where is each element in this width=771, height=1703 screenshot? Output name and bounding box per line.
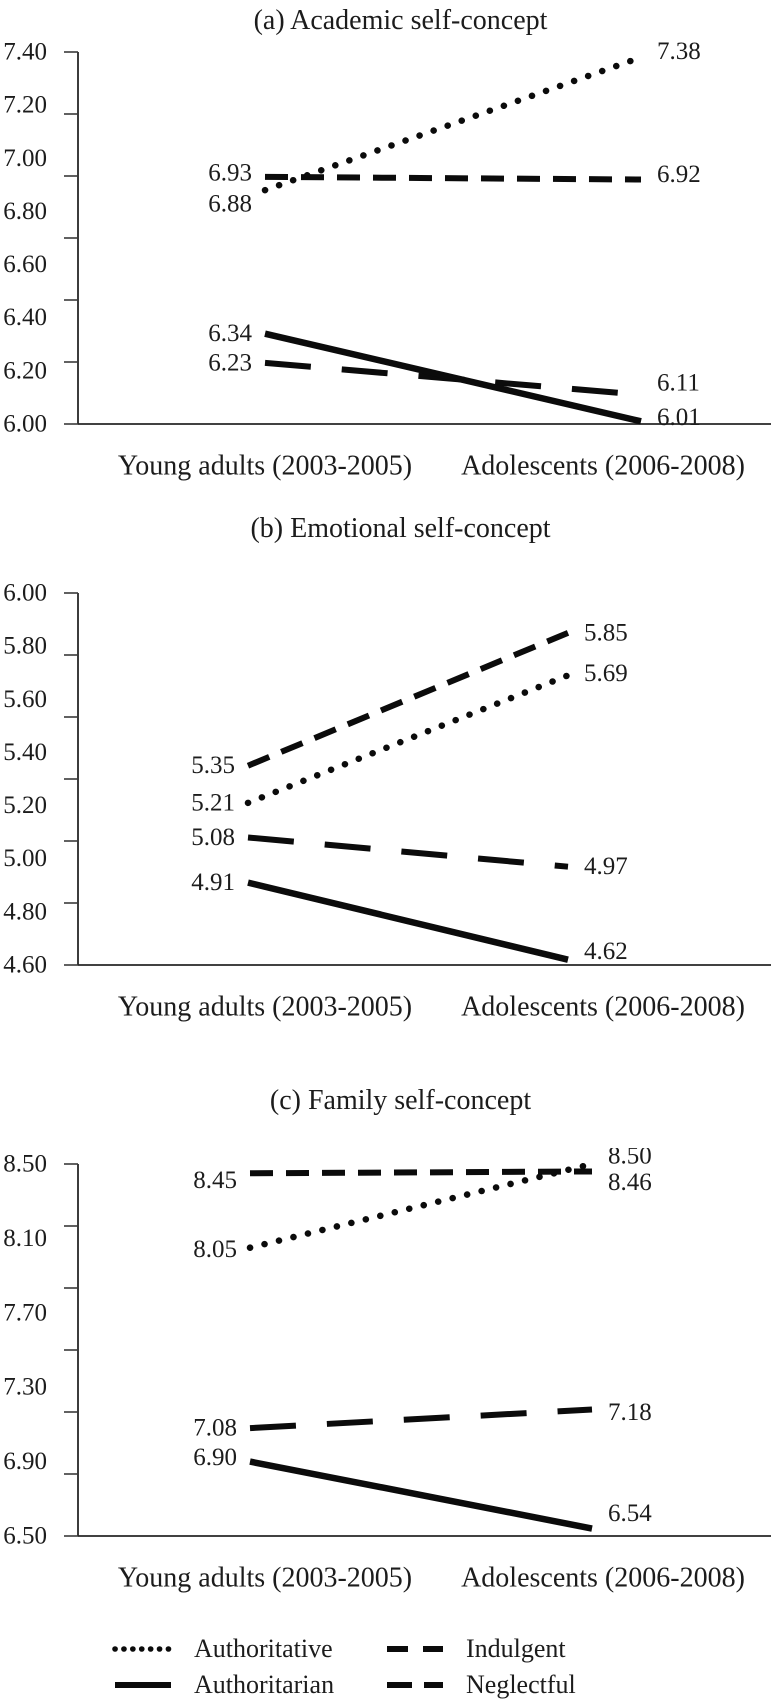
legend-label: Authoritarian bbox=[194, 1670, 335, 1699]
solid-line-icon bbox=[115, 1682, 171, 1688]
y-tick-label: 4.60 bbox=[3, 952, 47, 979]
y-tick-label: 6.20 bbox=[3, 357, 47, 384]
series-line-neglectful bbox=[247, 834, 569, 870]
legend-item-neglectful: Neglectful bbox=[384, 1670, 656, 1700]
value-label-right: 7.38 bbox=[657, 38, 701, 65]
chart-a-title: (a) Academic self-concept bbox=[253, 5, 548, 36]
value-label-left: 5.35 bbox=[191, 752, 235, 779]
x-category-label: Young adults (2003-2005) bbox=[118, 1563, 412, 1594]
legend-label: Neglectful bbox=[466, 1670, 576, 1699]
value-label-left: 4.91 bbox=[191, 869, 235, 896]
y-tick-label: 5.40 bbox=[3, 739, 47, 766]
y-tick-label: 6.80 bbox=[3, 198, 47, 225]
value-label-right: 7.18 bbox=[608, 1399, 652, 1426]
y-tick-label: 7.20 bbox=[3, 92, 47, 119]
series-line-authoritarian bbox=[249, 1458, 593, 1532]
series-line-authoritarian bbox=[264, 330, 642, 425]
y-tick-label: 7.70 bbox=[3, 1299, 47, 1326]
y-tick-label: 6.00 bbox=[3, 411, 47, 438]
y-tick-label: 7.00 bbox=[3, 145, 47, 172]
value-label-right: 6.01 bbox=[657, 404, 701, 431]
y-tick-label: 6.90 bbox=[3, 1448, 47, 1475]
chart-c-canvas: 8.50 8.10 7.70 7.30 6.90 6.50 8.45 8.46 7.08 7.18… bbox=[3, 1148, 771, 1594]
value-label-left: 8.05 bbox=[193, 1236, 237, 1263]
value-label-left: 6.88 bbox=[208, 191, 252, 218]
y-tick-label: 5.60 bbox=[3, 686, 47, 713]
x-category-label: Young adults (2003-2005) bbox=[118, 992, 412, 1023]
y-tick-label: 6.40 bbox=[3, 304, 47, 331]
y-tick-label: 8.50 bbox=[3, 1151, 47, 1178]
y-tick-label: 5.20 bbox=[3, 792, 47, 819]
value-label-left: 6.34 bbox=[208, 320, 252, 347]
y-tick-label: 7.30 bbox=[3, 1374, 47, 1401]
value-label-left: 5.21 bbox=[191, 789, 235, 816]
x-category-label: Adolescents (2006-2008) bbox=[461, 451, 745, 482]
chart-a-canvas: 7.40 7.20 7.00 6.80 6.60 6.40 6.20 6.00 6.93 6.92… bbox=[3, 38, 771, 482]
y-tick-label: 5.80 bbox=[3, 633, 47, 660]
legend-item-authoritative: Authoritative bbox=[112, 1634, 384, 1664]
value-label-right: 6.92 bbox=[657, 161, 701, 188]
value-label-right: 5.69 bbox=[584, 660, 628, 687]
y-tick-label: 5.00 bbox=[3, 845, 47, 872]
series-line-authoritative bbox=[244, 672, 572, 807]
value-label-left: 6.93 bbox=[208, 159, 252, 186]
x-category-label: Adolescents (2006-2008) bbox=[461, 992, 745, 1023]
series-line-authoritative bbox=[246, 1160, 596, 1251]
series-line-indulgent bbox=[264, 173, 642, 183]
value-label-right: 5.85 bbox=[584, 619, 628, 646]
legend-label: Authoritative bbox=[194, 1634, 333, 1663]
y-tick-label: 6.50 bbox=[3, 1523, 47, 1550]
series-line-authoritarian bbox=[247, 879, 569, 963]
y-tick-label: 6.00 bbox=[3, 580, 47, 607]
x-category-label: Young adults (2003-2005) bbox=[118, 451, 412, 482]
value-label-left: 6.23 bbox=[208, 349, 252, 376]
value-label-left: 5.08 bbox=[191, 824, 235, 851]
chart-b-canvas: 6.00 5.80 5.60 5.40 5.20 5.00 4.80 4.60 5.35 5.85… bbox=[3, 580, 771, 1023]
series-line-authoritative bbox=[261, 54, 645, 194]
x-category-label: Adolescents (2006-2008) bbox=[461, 1563, 745, 1594]
series-line-neglectful bbox=[249, 1406, 593, 1432]
legend: Authoritative Indulgent Authoritarian Ne… bbox=[112, 1634, 771, 1700]
dashed-line-icon bbox=[387, 1646, 443, 1652]
series-line-indulgent bbox=[246, 630, 570, 769]
legend-item-indulgent: Indulgent bbox=[384, 1634, 656, 1664]
value-label-left: 6.90 bbox=[193, 1444, 237, 1471]
longdash-line-icon bbox=[387, 1682, 443, 1688]
value-label-right: 6.54 bbox=[608, 1500, 652, 1527]
value-label-right: 4.62 bbox=[584, 938, 628, 965]
y-tick-label: 6.60 bbox=[3, 251, 47, 278]
chart-c-title: (c) Family self-concept bbox=[269, 1085, 532, 1116]
value-label-right: 8.50 bbox=[608, 1148, 652, 1170]
legend-label: Indulgent bbox=[466, 1634, 566, 1663]
chart-b-title: (b) Emotional self-concept bbox=[250, 513, 551, 544]
value-label-left: 8.45 bbox=[193, 1167, 237, 1194]
series-line-indulgent bbox=[249, 1168, 593, 1177]
value-label-right: 8.46 bbox=[608, 1169, 652, 1196]
legend-item-authoritarian: Authoritarian bbox=[112, 1670, 384, 1700]
value-label-right: 4.97 bbox=[584, 853, 628, 880]
y-tick-label: 8.10 bbox=[3, 1225, 47, 1252]
dotted-line-icon bbox=[112, 1646, 174, 1652]
y-tick-label: 7.40 bbox=[3, 39, 47, 66]
value-label-right: 6.11 bbox=[657, 369, 700, 396]
value-label-left: 7.08 bbox=[193, 1415, 237, 1442]
y-tick-label: 4.80 bbox=[3, 898, 47, 925]
